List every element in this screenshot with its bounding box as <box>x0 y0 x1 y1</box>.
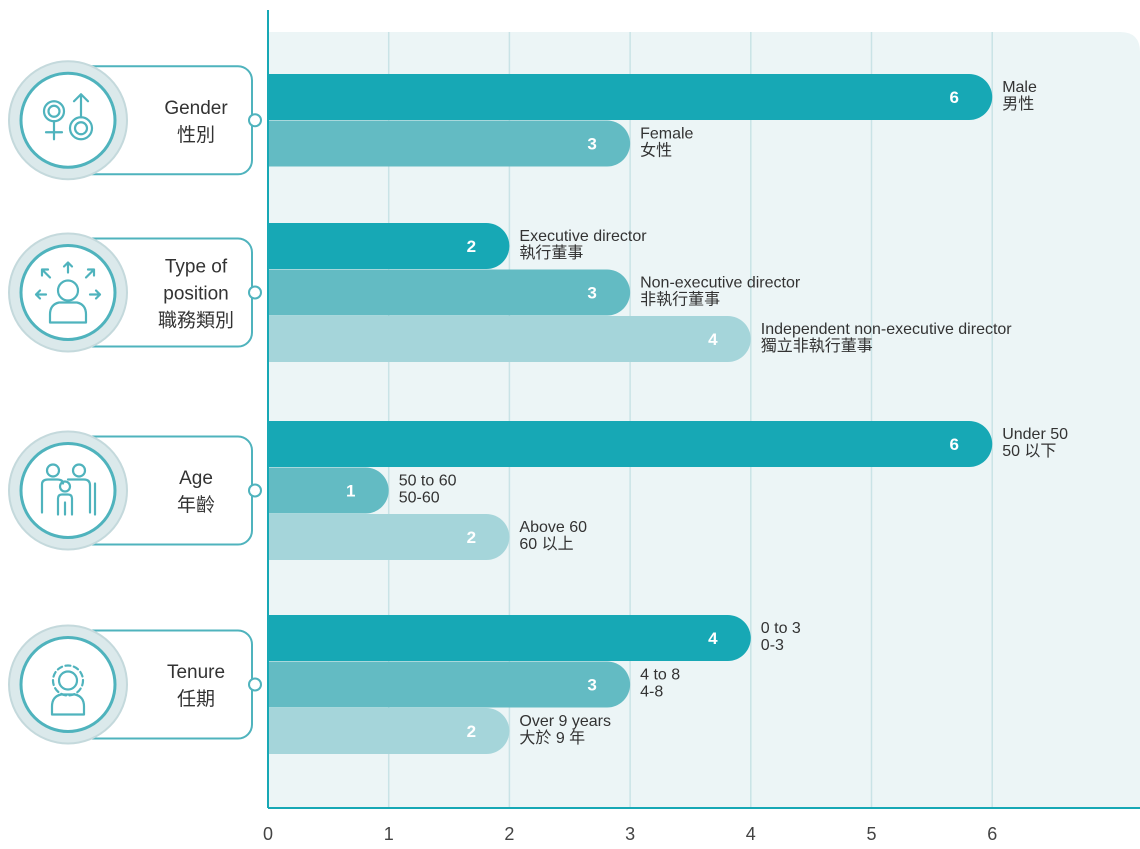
bar-category-label: Female <box>640 126 693 143</box>
category-label-zh: 性別 <box>177 124 215 146</box>
bar-category-label-zh: 0-3 <box>761 637 784 654</box>
connector-dot <box>248 113 262 128</box>
bar-category-label-zh: 50-60 <box>399 490 440 507</box>
bar-category-label-zh: 獨立非執行董事 <box>761 337 873 355</box>
bar <box>268 316 751 362</box>
bar-value-label: 3 <box>587 676 596 695</box>
bar <box>268 223 510 269</box>
bar-category-label: Non-executive director <box>640 275 801 292</box>
bar <box>268 467 389 514</box>
icon-inner-circle <box>19 244 117 341</box>
category-label: Type of <box>165 257 228 278</box>
bar-category-label: 0 to 3 <box>761 620 801 637</box>
icon-inner-circle <box>19 71 117 169</box>
x-tick-labels: 0 1 2 3 4 5 6 <box>263 824 997 844</box>
bar-category-label-zh: 男性 <box>1002 95 1034 113</box>
x-tick-label: 1 <box>384 824 394 844</box>
connector-dot <box>248 285 262 300</box>
bar-value-label: 6 <box>949 435 958 454</box>
bar-category-label-zh: 非執行董事 <box>640 291 720 309</box>
bar <box>268 120 631 167</box>
icon-inner-circle <box>19 636 117 733</box>
category-label: position <box>163 284 229 305</box>
x-tick-label: 2 <box>504 824 514 844</box>
bar-category-label-zh: 60 以上 <box>519 535 573 553</box>
bar-category-label: Above 60 <box>519 519 587 536</box>
bar-category-label: Male <box>1002 79 1037 96</box>
connector-dot <box>248 677 262 692</box>
family-icon <box>40 463 97 516</box>
bar-category-label-zh: 大於 9 年 <box>519 729 585 747</box>
bar-category-label: Under 50 <box>1002 426 1068 443</box>
bar-category-label: Over 9 years <box>519 713 611 730</box>
bar <box>268 74 993 120</box>
bar <box>268 708 510 754</box>
person-gear-icon <box>50 664 86 716</box>
bar <box>268 421 993 467</box>
category-label-zh: 職務類別 <box>158 310 234 332</box>
bar <box>268 661 631 708</box>
connector-dot <box>248 483 262 498</box>
category-label: Tenure <box>167 662 225 683</box>
bar-category-label-zh: 50 以下 <box>1002 443 1056 460</box>
bar <box>268 269 631 316</box>
bar-category-label-zh: 女性 <box>640 141 672 160</box>
category-tenure: Tenure 任期 <box>8 624 262 745</box>
x-tick-label: 6 <box>987 824 997 844</box>
bar-category-label-zh: 執行董事 <box>519 244 583 262</box>
bar-value-label: 2 <box>467 528 476 547</box>
category-label-zh: 年齡 <box>177 494 215 516</box>
category-gender: Gender 性別 <box>8 60 262 181</box>
category-label-zh: 任期 <box>177 688 215 710</box>
bar-value-label: 4 <box>708 629 718 648</box>
category-label: Gender <box>164 98 228 119</box>
bar-category-label-zh: 4-8 <box>640 684 663 701</box>
bar-category-label: Executive director <box>519 228 647 245</box>
x-tick-label: 4 <box>746 824 756 844</box>
bar-category-label: 50 to 60 <box>399 473 457 490</box>
person-arrows-icon <box>34 261 102 324</box>
bar <box>268 615 751 661</box>
category-labels: Gender 性別 Type of position 職務類別 Age 年齡 Tenure 任期 <box>8 60 262 745</box>
bar-category-label: Independent non-executive director <box>761 321 1013 338</box>
bar-category-label: 4 to 8 <box>640 667 680 684</box>
x-tick-label: 0 <box>263 824 273 844</box>
x-tick-label: 5 <box>866 824 876 844</box>
bar <box>268 514 510 560</box>
category-age: Age 年齡 <box>8 430 262 551</box>
bar-value-label: 4 <box>708 330 718 349</box>
category-label: Age <box>179 468 213 489</box>
category-type-of-position: Type of position 職務類別 <box>8 232 262 353</box>
bar-value-label: 2 <box>467 722 476 741</box>
x-tick-label: 3 <box>625 824 635 844</box>
gender-icon <box>42 93 94 141</box>
bar-value-label: 2 <box>467 237 476 256</box>
bar-value-label: 3 <box>587 284 596 303</box>
bar-value-label: 6 <box>949 88 958 107</box>
bar-value-label: 3 <box>587 135 596 154</box>
bar-value-label: 1 <box>346 482 355 501</box>
